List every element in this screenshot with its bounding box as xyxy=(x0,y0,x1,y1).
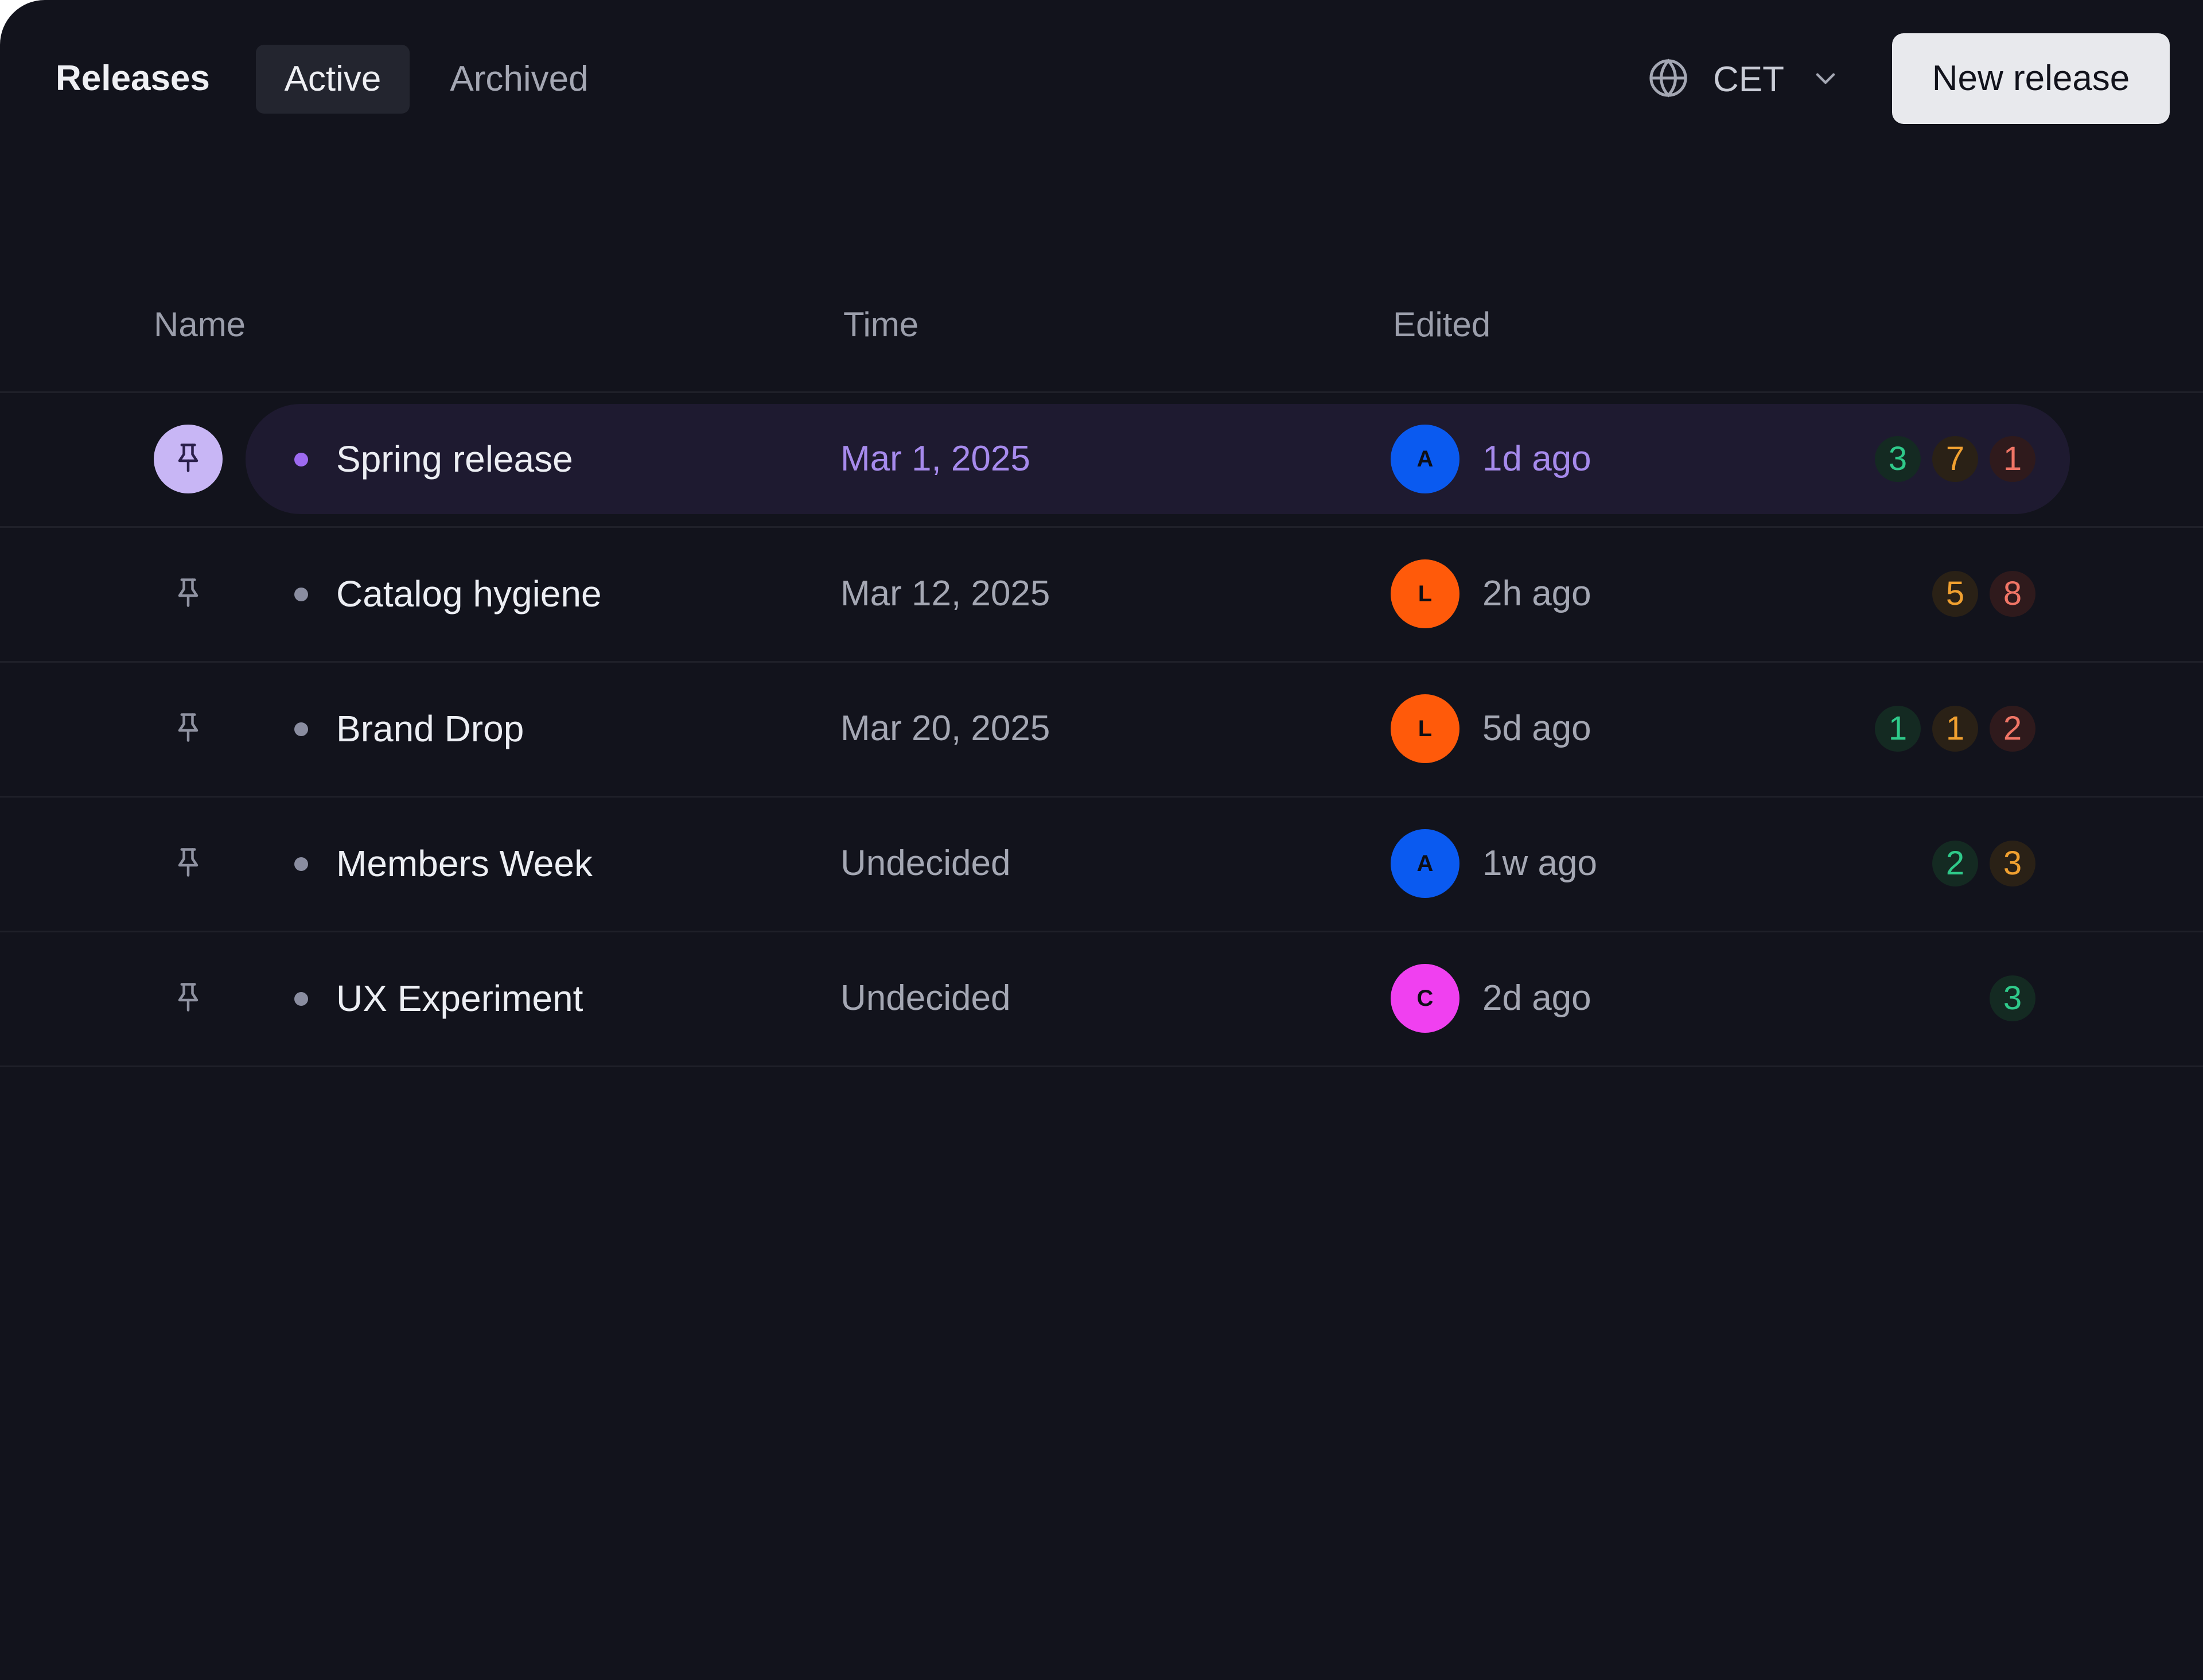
release-name[interactable]: Catalog hygiene xyxy=(336,573,602,615)
row-highlight xyxy=(246,404,2070,514)
table-row[interactable]: Members Week Undecided A 1w ago 2 3 xyxy=(0,797,2203,930)
tab-archived-label: Archived xyxy=(450,59,589,99)
tab-archived[interactable]: Archived xyxy=(436,45,602,114)
count-badge-red: 2 xyxy=(1990,706,2035,752)
column-header-time[interactable]: Time xyxy=(843,305,919,344)
count-badge-red: 1 xyxy=(1990,436,2035,482)
count-badge-red: 8 xyxy=(1990,571,2035,617)
edited-time: 1d ago xyxy=(1482,439,1591,479)
count-badge-green: 3 xyxy=(1875,436,1921,482)
avatar: L xyxy=(1391,694,1459,763)
status-dot xyxy=(294,992,308,1006)
tab-active[interactable]: Active xyxy=(256,45,410,114)
release-time: Mar 1, 2025 xyxy=(840,439,1030,479)
new-release-label: New release xyxy=(1932,59,2130,98)
pin-icon xyxy=(171,441,205,478)
count-badge-orange: 3 xyxy=(1990,841,2035,886)
release-name[interactable]: Members Week xyxy=(336,843,593,884)
release-time: Mar 20, 2025 xyxy=(840,709,1050,748)
edited-time: 1w ago xyxy=(1482,843,1597,883)
row-divider xyxy=(0,931,2203,932)
release-name[interactable]: UX Experiment xyxy=(336,978,583,1019)
pin-icon xyxy=(171,980,205,1017)
pin-button[interactable] xyxy=(154,694,223,763)
status-counts: 3 xyxy=(1990,975,2035,1021)
new-release-button[interactable]: New release xyxy=(1892,33,2170,124)
pin-button[interactable] xyxy=(154,964,223,1033)
tab-active-label: Active xyxy=(284,59,382,99)
edited-time: 2h ago xyxy=(1482,574,1591,613)
count-badge-green: 1 xyxy=(1875,706,1921,752)
column-header-name[interactable]: Name xyxy=(154,305,246,344)
release-name[interactable]: Spring release xyxy=(336,438,573,480)
edited-time: 5d ago xyxy=(1482,709,1591,748)
row-divider xyxy=(0,796,2203,798)
release-time: Mar 12, 2025 xyxy=(840,574,1050,613)
table-row[interactable]: UX Experiment Undecided C 2d ago 3 xyxy=(0,932,2203,1065)
row-divider xyxy=(0,661,2203,663)
globe-icon xyxy=(1647,56,1690,103)
row-divider xyxy=(0,1065,2203,1067)
avatar: A xyxy=(1391,829,1459,898)
count-badge-green: 2 xyxy=(1932,841,1978,886)
pin-button[interactable] xyxy=(154,425,223,493)
timezone-selector[interactable]: CET xyxy=(1647,48,1839,110)
table-row[interactable]: Brand Drop Mar 20, 2025 L 5d ago 1 1 2 xyxy=(0,662,2203,795)
pin-button[interactable] xyxy=(154,559,223,628)
row-divider xyxy=(0,526,2203,528)
count-badge-orange: 7 xyxy=(1932,436,1978,482)
chevron-down-icon xyxy=(1812,64,1839,95)
row-divider xyxy=(0,391,2203,393)
count-badge-orange: 1 xyxy=(1932,706,1978,752)
status-dot xyxy=(294,857,308,871)
avatar: C xyxy=(1391,964,1459,1033)
table-row[interactable]: Catalog hygiene Mar 12, 2025 L 2h ago 5 8 xyxy=(0,527,2203,660)
pin-icon xyxy=(171,575,205,613)
avatar: L xyxy=(1391,559,1459,628)
count-badge-green: 3 xyxy=(1990,975,2035,1021)
status-dot xyxy=(294,453,308,466)
table-row[interactable]: Spring release Mar 1, 2025 A 1d ago 3 7 1 xyxy=(0,392,2203,526)
pin-button[interactable] xyxy=(154,829,223,898)
column-header-edited[interactable]: Edited xyxy=(1393,305,1491,344)
avatar: A xyxy=(1391,425,1459,493)
release-name[interactable]: Brand Drop xyxy=(336,708,524,749)
page-title: Releases xyxy=(56,59,210,98)
pin-icon xyxy=(171,845,205,882)
status-dot xyxy=(294,588,308,601)
timezone-label: CET xyxy=(1713,59,1784,99)
status-dot xyxy=(294,722,308,736)
edited-time: 2d ago xyxy=(1482,978,1591,1018)
release-time: Undecided xyxy=(840,978,1011,1018)
release-time: Undecided xyxy=(840,843,1011,883)
count-badge-orange: 5 xyxy=(1932,571,1978,617)
pin-icon xyxy=(171,710,205,748)
